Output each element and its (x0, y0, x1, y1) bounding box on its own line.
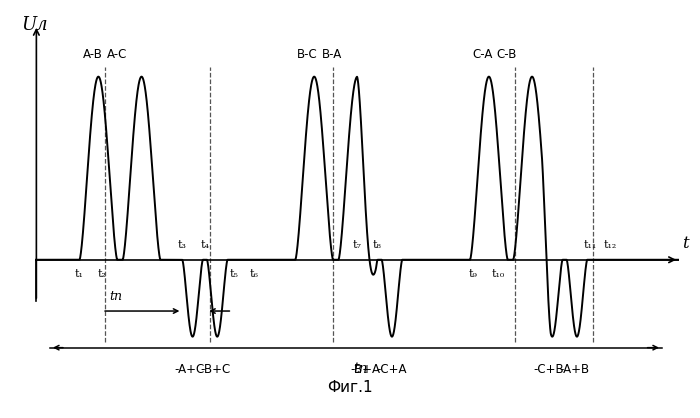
Text: t₁₂: t₁₂ (604, 240, 617, 250)
Text: t₇: t₇ (353, 240, 361, 250)
Text: -C+A: -C+A (376, 363, 407, 376)
Text: t₁₁: t₁₁ (583, 240, 596, 250)
Text: A-B: A-B (83, 48, 103, 61)
Text: t₂: t₂ (98, 270, 106, 279)
Text: -A+C: -A+C (174, 363, 204, 376)
Text: t: t (682, 235, 689, 252)
Text: t₉: t₉ (469, 270, 478, 279)
Text: t₄: t₄ (200, 240, 209, 250)
Text: t₁₀: t₁₀ (491, 270, 505, 279)
Text: tп: tп (109, 290, 122, 303)
Text: t₈: t₈ (373, 240, 382, 250)
Text: t₃: t₃ (178, 240, 187, 250)
Text: C-B: C-B (496, 48, 517, 61)
Text: -B+C: -B+C (200, 363, 230, 376)
Text: B-C: B-C (298, 48, 318, 61)
Text: A-C: A-C (107, 48, 127, 61)
Text: t₆: t₆ (250, 270, 259, 279)
Text: -B+A: -B+A (350, 363, 380, 376)
Text: -C+B: -C+B (533, 363, 564, 376)
Text: C-A: C-A (473, 48, 493, 61)
Text: tп: tп (354, 362, 368, 376)
Text: Uл: Uл (21, 16, 48, 34)
Text: Фиг.1: Фиг.1 (328, 380, 373, 395)
Text: t₅: t₅ (229, 270, 238, 279)
Text: -A+B: -A+B (560, 363, 590, 376)
Text: B-A: B-A (321, 48, 342, 61)
Text: t₁: t₁ (75, 270, 84, 279)
